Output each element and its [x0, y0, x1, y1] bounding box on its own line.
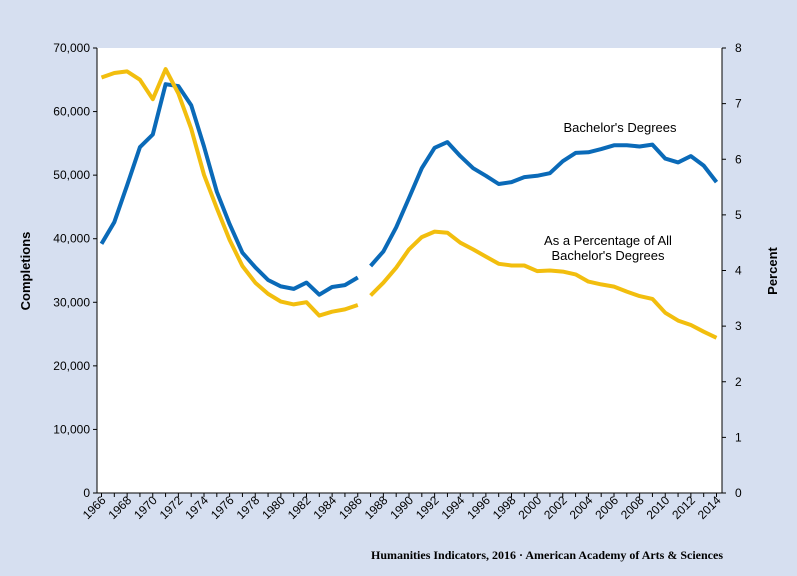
x-tick-label: 2002 — [541, 493, 570, 522]
right-tick-label: 7 — [735, 97, 742, 111]
x-tick-label: 1972 — [157, 493, 186, 522]
percentage-line-segment — [100, 67, 359, 318]
percentage-label-line1: As a Percentage of All — [544, 233, 672, 248]
x-tick-label: 1992 — [413, 493, 442, 522]
x-tick-label: 2006 — [592, 493, 621, 522]
x-tick-label: 1990 — [387, 493, 416, 522]
x-tick-label: 2008 — [618, 493, 647, 522]
right-tick-label: 5 — [735, 208, 742, 222]
x-tick-label: 1978 — [234, 493, 263, 522]
bachelors-degrees-line-segment — [99, 82, 359, 297]
right-tick-label: 3 — [735, 319, 742, 333]
x-tick-label: 1974 — [182, 493, 211, 522]
credit-line: Humanities Indicators, 2016 · American A… — [371, 548, 723, 562]
left-tick-label: 10,000 — [53, 422, 90, 436]
plot-area — [97, 48, 722, 493]
x-tick-label: 1984 — [310, 493, 339, 522]
left-tick-label: 0 — [83, 486, 90, 500]
x-tick-label: 1994 — [439, 493, 468, 522]
right-tick-label: 6 — [735, 152, 742, 166]
left-tick-label: 60,000 — [53, 105, 90, 119]
series-lines — [99, 67, 719, 340]
right-tick-label: 4 — [735, 264, 742, 278]
left-tick-label: 50,000 — [53, 168, 90, 182]
x-tick-label: 1988 — [362, 493, 391, 522]
left-tick-label: 70,000 — [53, 41, 90, 55]
right-tick-label: 1 — [735, 430, 742, 444]
x-tick-label: 2000 — [515, 493, 544, 522]
x-tick-label: 1976 — [208, 493, 237, 522]
x-tick-label: 1982 — [285, 493, 314, 522]
x-tick-label: 1996 — [464, 493, 493, 522]
x-tick-label: 2010 — [644, 493, 673, 522]
right-axis-title: Percent — [765, 246, 780, 294]
x-tick-label: 1970 — [131, 493, 160, 522]
percentage-line-segment — [369, 229, 718, 340]
percentage-label-line2: Bachelor's Degrees — [551, 248, 665, 263]
x-tick-label: 1968 — [105, 493, 134, 522]
x-tick-label: 1980 — [259, 493, 288, 522]
right-tick-label: 2 — [735, 375, 742, 389]
bachelors-degrees-line-segment — [369, 140, 719, 268]
right-tick-label: 8 — [735, 41, 742, 55]
bachelors-degrees-label: Bachelor's Degrees — [563, 120, 677, 135]
x-tick-label: 2004 — [567, 493, 596, 522]
left-tick-label: 40,000 — [53, 232, 90, 246]
left-tick-label: 20,000 — [53, 359, 90, 373]
left-axis-title: Completions — [18, 232, 33, 311]
x-tick-label: 2014 — [695, 493, 724, 522]
x-tick-label: 2012 — [669, 493, 698, 522]
x-tick-label: 1986 — [336, 493, 365, 522]
right-tick-label: 0 — [735, 486, 742, 500]
x-tick-label: 1998 — [490, 493, 519, 522]
left-tick-label: 30,000 — [53, 295, 90, 309]
